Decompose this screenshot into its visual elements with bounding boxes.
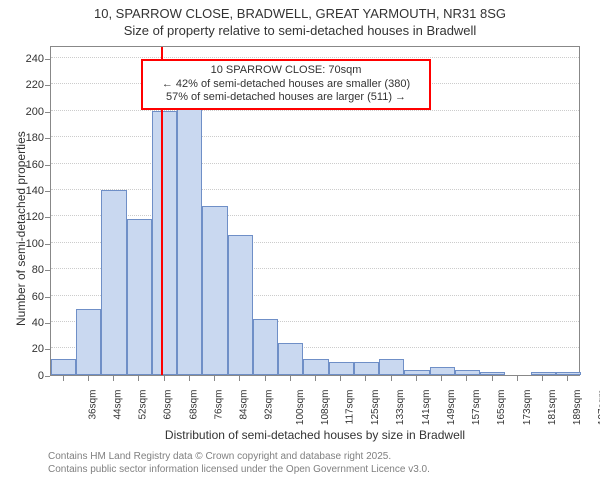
histogram-bar [404,370,429,375]
x-tick-label: 68sqm [188,389,199,419]
callout-box: 10 SPARROW CLOSE: 70sqm ← 42% of semi-de… [141,59,431,110]
x-tick-label: 92sqm [264,389,275,419]
histogram-bar [329,362,354,375]
x-tick-label: 44sqm [112,389,123,419]
x-tick-mark [63,376,64,381]
x-tick-mark [466,376,467,381]
y-tick-mark [45,376,50,377]
x-tick-mark [391,376,392,381]
histogram-bar [202,206,227,375]
x-tick-label: 133sqm [396,389,407,425]
x-tick-mark [290,376,291,381]
histogram-bar [303,359,328,375]
histogram-bar [430,367,455,375]
x-tick-mark [365,376,366,381]
x-tick-mark [239,376,240,381]
chart-container: 020406080100120140160180200220240 10 SPA… [0,40,600,450]
x-tick-mark [113,376,114,381]
footer-block: Contains HM Land Registry data © Crown c… [0,450,600,480]
x-tick-label: 173sqm [522,389,533,425]
x-tick-mark [214,376,215,381]
x-tick-mark [542,376,543,381]
chart-title-line2: Size of property relative to semi-detach… [0,23,600,40]
callout-line1: 10 SPARROW CLOSE: 70sqm [149,64,423,78]
histogram-bar [556,372,581,375]
histogram-bar [354,362,379,375]
footer-line1: Contains HM Land Registry data © Crown c… [48,450,592,463]
x-tick-label: 157sqm [471,389,482,425]
gridline [51,189,579,190]
x-tick-label: 189sqm [572,389,583,425]
x-axis-label: Distribution of semi-detached houses by … [50,428,580,442]
footer-line2: Contains public sector information licen… [48,463,592,476]
x-tick-mark [138,376,139,381]
histogram-bar [253,319,278,374]
histogram-bar [228,235,253,375]
x-tick-label: 141sqm [421,389,432,425]
x-tick-label: 181sqm [547,389,558,425]
x-tick-mark [265,376,266,381]
x-tick-mark [315,376,316,381]
x-tick-label: 36sqm [87,389,98,419]
y-tick-label: 220 [6,79,44,91]
histogram-bar [127,219,152,375]
x-tick-label: 84sqm [239,389,250,419]
x-tick-label: 52sqm [138,389,149,419]
x-tick-label: 165sqm [497,389,508,425]
callout-line3: 57% of semi-detached houses are larger (… [149,91,423,105]
histogram-bar [101,190,126,375]
x-tick-mark [189,376,190,381]
callout-line2: ← 42% of semi-detached houses are smalle… [149,78,423,92]
histogram-bar [76,309,101,375]
x-tick-label: 125sqm [370,389,381,425]
y-tick-label: 0 [6,370,44,382]
x-tick-mark [517,376,518,381]
histogram-bar [278,343,303,375]
plot-area: 10 SPARROW CLOSE: 70sqm ← 42% of semi-de… [50,46,580,376]
y-tick-label: 240 [6,53,44,65]
x-tick-mark [567,376,568,381]
x-tick-mark [416,376,417,381]
histogram-bar [51,359,76,375]
x-tick-label: 117sqm [344,389,355,424]
x-tick-label: 100sqm [295,389,306,425]
y-tick-label: 200 [6,106,44,118]
x-tick-label: 60sqm [163,389,174,419]
histogram-bar [177,103,202,375]
gridline [51,215,579,216]
chart-title-line1: 10, SPARROW CLOSE, BRADWELL, GREAT YARMO… [0,6,600,23]
histogram-bar [531,372,556,375]
histogram-bar [379,359,404,375]
y-axis-label: Number of semi-detached properties [14,131,28,326]
gridline [51,136,579,137]
x-tick-label: 108sqm [320,389,331,425]
histogram-bar [152,111,177,375]
x-tick-label: 76sqm [213,389,224,419]
y-tick-label: 20 [6,343,44,355]
x-tick-mark [492,376,493,381]
x-tick-mark [164,376,165,381]
x-tick-mark [88,376,89,381]
x-tick-mark [441,376,442,381]
histogram-bar [480,372,505,375]
gridline [51,163,579,164]
x-tick-mark [340,376,341,381]
chart-title-block: 10, SPARROW CLOSE, BRADWELL, GREAT YARMO… [0,0,600,40]
x-tick-label: 149sqm [446,389,457,425]
histogram-bar [455,370,480,375]
